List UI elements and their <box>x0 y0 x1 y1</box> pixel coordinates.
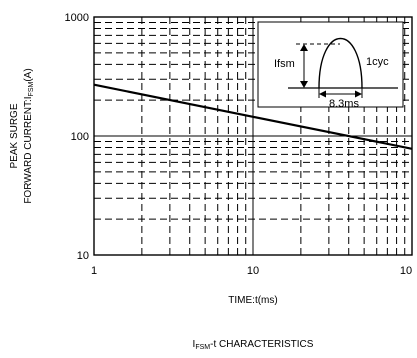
x-tick-label-100: 10 <box>400 265 412 277</box>
y-axis-title-line2: FORWARD CURRENT:IFSM(A) <box>23 68 35 203</box>
inset-label-1cyc: 1cyc <box>366 56 389 68</box>
y-axis-title: PEAK SURGE FORWARD CURRENT:IFSM(A) <box>9 68 35 203</box>
inset-label-ifsm: Ifsm <box>274 58 295 70</box>
x-tick-label-10: 10 <box>247 265 259 277</box>
inset-width-arrow-right <box>355 90 362 98</box>
x-axis-title: TIME:t(ms) <box>228 295 277 306</box>
plot-frame <box>93 16 413 256</box>
inset: Ifsm 1cyc 8.3ms <box>257 21 404 110</box>
chart-caption: IFSM-t CHARACTERISTICS <box>94 339 412 351</box>
y-axis-title-sub: FSM <box>28 82 35 97</box>
inset-half-sine <box>318 37 363 89</box>
y-axis-title-suffix: (A) <box>23 68 34 81</box>
grid-major <box>94 17 412 255</box>
y-tick-label-10: 10 <box>77 250 89 262</box>
y-axis-title-prefix: FORWARD CURRENT:I <box>23 96 34 203</box>
y-tick-label-100: 100 <box>71 131 89 143</box>
inset-ifsm-arrow-up <box>300 44 308 51</box>
series-line-0 <box>93 83 413 150</box>
x-tick-label-1: 1 <box>91 265 97 277</box>
caption-sub: FSM <box>195 344 211 351</box>
inset-width-arrow-left <box>319 90 326 98</box>
inset-ifsm-arrow-down <box>300 81 308 88</box>
caption-suffix: -t CHARACTERISTICS <box>210 339 314 350</box>
inset-box <box>257 21 404 108</box>
y-tick-label-1000: 1000 <box>65 12 89 24</box>
inset-label-8-3ms: 8.3ms <box>329 98 359 110</box>
data-lines <box>93 83 413 150</box>
y-axis-title-line1: PEAK SURGE <box>9 103 20 168</box>
caption-prefix: I <box>192 339 196 350</box>
